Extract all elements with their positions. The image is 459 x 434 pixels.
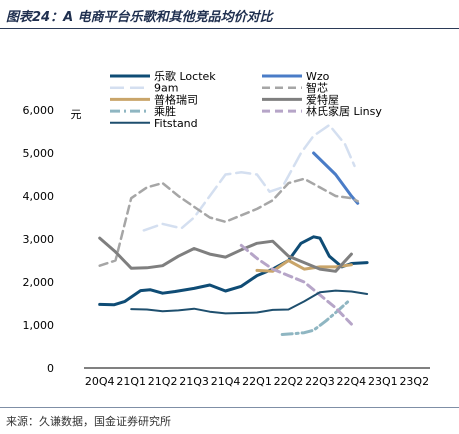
chart-title: 图表24：A 电商平台乐歌和其他竞品均价对比 [6, 10, 273, 25]
series-line [280, 299, 350, 336]
title-divider [0, 28, 459, 29]
source-divider [0, 407, 459, 408]
x-tick-label: 20Q4 [85, 375, 115, 388]
series-line [142, 123, 356, 232]
x-tick-label: 21Q1 [116, 375, 146, 388]
legend-label: 9am [154, 82, 178, 95]
x-tick-label: 22Q3 [305, 375, 335, 388]
y-tick-label: 5,000 [23, 147, 55, 160]
source-note: 来源：久谦数据，国金证券研究所 [6, 415, 171, 428]
y-tick-label: 1,000 [23, 319, 55, 332]
legend-label: 乐歌 Loctek [154, 69, 216, 83]
y-tick-label: 2,000 [23, 276, 55, 289]
y-unit-label: 元 [71, 108, 82, 121]
series-line [239, 243, 353, 326]
x-tick-label: 22Q2 [274, 375, 304, 388]
legend-label: 林氏家居 Linsy [306, 104, 382, 118]
series-line [98, 177, 359, 267]
series-line [255, 259, 353, 273]
legend-label: 普格瑞司 [154, 92, 198, 106]
axes: 0 1,000 2,000 3,000 4,000 5,000 6,000 元 20Q4 21Q1… [23, 104, 430, 388]
x-tick-label: 22Q4 [337, 375, 367, 388]
legend-label: Wzo [306, 70, 330, 83]
plot-area [98, 123, 369, 336]
y-tick-label: 0 [47, 362, 54, 375]
legend-label: 智芯 [306, 81, 328, 95]
legend-label: Fitstand [154, 117, 198, 130]
x-tick-label: 21Q2 [148, 375, 178, 388]
series-line [130, 289, 369, 315]
x-tick-label: 23Q1 [368, 375, 398, 388]
legend-label: 爱特屋 [306, 92, 339, 106]
y-tick-label: 6,000 [23, 104, 55, 117]
series-line [98, 236, 353, 273]
x-tick-label: 21Q3 [179, 375, 209, 388]
y-tick-label: 4,000 [23, 190, 55, 203]
series-line [98, 235, 369, 307]
x-tick-label: 23Q2 [399, 375, 429, 388]
y-tick-label: 3,000 [23, 233, 55, 246]
x-tick-label: 22Q1 [242, 375, 272, 388]
legend-label: 乘胜 [154, 104, 176, 118]
x-tick-label: 21Q4 [211, 375, 241, 388]
